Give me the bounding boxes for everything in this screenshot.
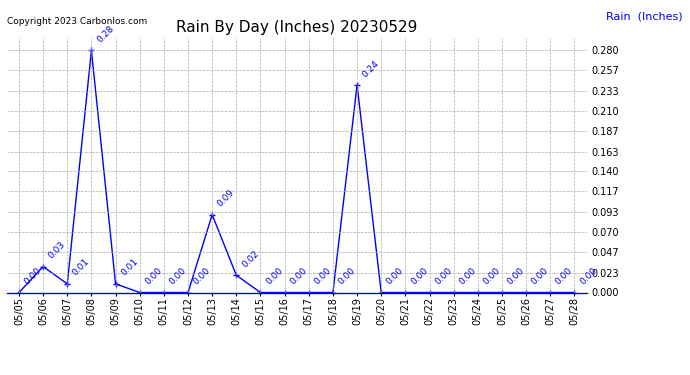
Text: 0.03: 0.03 <box>47 240 68 261</box>
Text: 0.01: 0.01 <box>71 257 92 278</box>
Text: 0.00: 0.00 <box>337 266 357 286</box>
Text: 0.00: 0.00 <box>554 266 575 286</box>
Text: 0.24: 0.24 <box>361 58 381 79</box>
Text: 0.00: 0.00 <box>192 266 213 286</box>
Text: 0.09: 0.09 <box>216 188 237 209</box>
Text: Rain  (Inches): Rain (Inches) <box>607 11 683 21</box>
Text: 0.00: 0.00 <box>313 266 333 286</box>
Text: Copyright 2023 CarbonIos.com: Copyright 2023 CarbonIos.com <box>7 17 147 26</box>
Text: 0.00: 0.00 <box>482 266 502 286</box>
Text: 0.02: 0.02 <box>240 249 260 269</box>
Text: 0.00: 0.00 <box>144 266 164 286</box>
Text: 0.00: 0.00 <box>288 266 309 286</box>
Text: 0.00: 0.00 <box>578 266 599 286</box>
Text: 0.00: 0.00 <box>264 266 285 286</box>
Text: 0.00: 0.00 <box>433 266 454 286</box>
Title: Rain By Day (Inches) 20230529: Rain By Day (Inches) 20230529 <box>176 20 417 35</box>
Text: 0.00: 0.00 <box>409 266 430 286</box>
Text: 0.00: 0.00 <box>506 266 526 286</box>
Text: 0.01: 0.01 <box>119 257 140 278</box>
Text: 0.00: 0.00 <box>385 266 406 286</box>
Text: 0.00: 0.00 <box>457 266 478 286</box>
Text: 0.28: 0.28 <box>95 24 115 44</box>
Text: 0.00: 0.00 <box>23 266 43 286</box>
Text: 0.00: 0.00 <box>168 266 188 286</box>
Text: 0.00: 0.00 <box>530 266 551 286</box>
